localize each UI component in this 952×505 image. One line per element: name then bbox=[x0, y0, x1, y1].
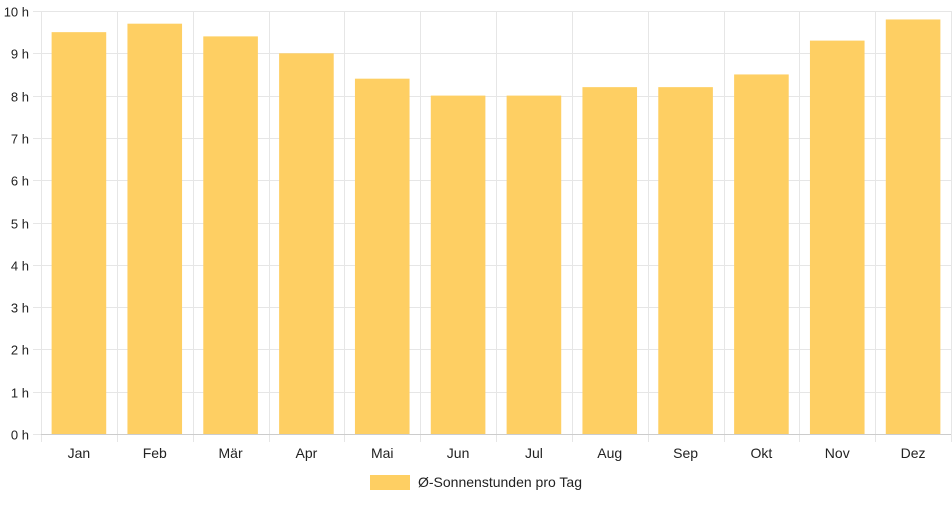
bar[interactable] bbox=[582, 87, 638, 434]
bar[interactable] bbox=[658, 87, 713, 434]
legend[interactable]: Ø-Sonnenstunden pro Tag bbox=[370, 474, 582, 490]
x-tick-label: Mär bbox=[219, 445, 243, 461]
x-tick-label: Dez bbox=[901, 445, 926, 461]
x-tick-label: Jan bbox=[68, 445, 91, 461]
y-tick-label: 7 h bbox=[11, 132, 29, 147]
y-tick-label: 4 h bbox=[11, 259, 29, 274]
y-tick-label: 6 h bbox=[11, 174, 29, 189]
bar[interactable] bbox=[506, 95, 562, 434]
bar[interactable] bbox=[51, 32, 107, 435]
x-tick-label: Jun bbox=[447, 445, 470, 461]
bar[interactable] bbox=[203, 36, 258, 434]
y-tick-label: 10 h bbox=[4, 5, 29, 20]
y-tick-label: 9 h bbox=[11, 47, 29, 62]
x-tick-label: Apr bbox=[296, 445, 318, 461]
bar[interactable] bbox=[430, 95, 486, 434]
bar[interactable] bbox=[734, 74, 789, 434]
x-tick-label: Mai bbox=[371, 445, 394, 461]
legend-label[interactable]: Ø-Sonnenstunden pro Tag bbox=[418, 474, 582, 490]
x-tick-label: Nov bbox=[825, 445, 850, 461]
bars bbox=[51, 19, 941, 435]
bar[interactable] bbox=[354, 78, 410, 435]
gridlines bbox=[33, 11, 952, 442]
y-tick-label: 8 h bbox=[11, 90, 29, 105]
bar[interactable] bbox=[809, 40, 865, 435]
axes: 0 h 1 h 2 h 3 h 4 h 5 h 6 h 7 h 8 h 9 h 10 h Jan Feb… bbox=[4, 5, 951, 461]
bar[interactable] bbox=[127, 23, 183, 434]
x-tick-label: Feb bbox=[143, 445, 167, 461]
y-tick-label: 1 h bbox=[11, 386, 29, 401]
y-tick-label: 2 h bbox=[11, 343, 29, 358]
x-tick-label: Aug bbox=[597, 445, 622, 461]
legend-swatch[interactable] bbox=[370, 475, 410, 490]
bar[interactable] bbox=[885, 19, 941, 435]
y-tick-label: 5 h bbox=[11, 217, 29, 232]
x-tick-label: Jul bbox=[525, 445, 543, 461]
bar[interactable] bbox=[279, 53, 334, 435]
x-tick-label: Sep bbox=[673, 445, 698, 461]
y-tick-label: 3 h bbox=[11, 301, 29, 316]
x-tick-label: Okt bbox=[751, 445, 773, 461]
y-tick-label: 0 h bbox=[11, 428, 29, 443]
